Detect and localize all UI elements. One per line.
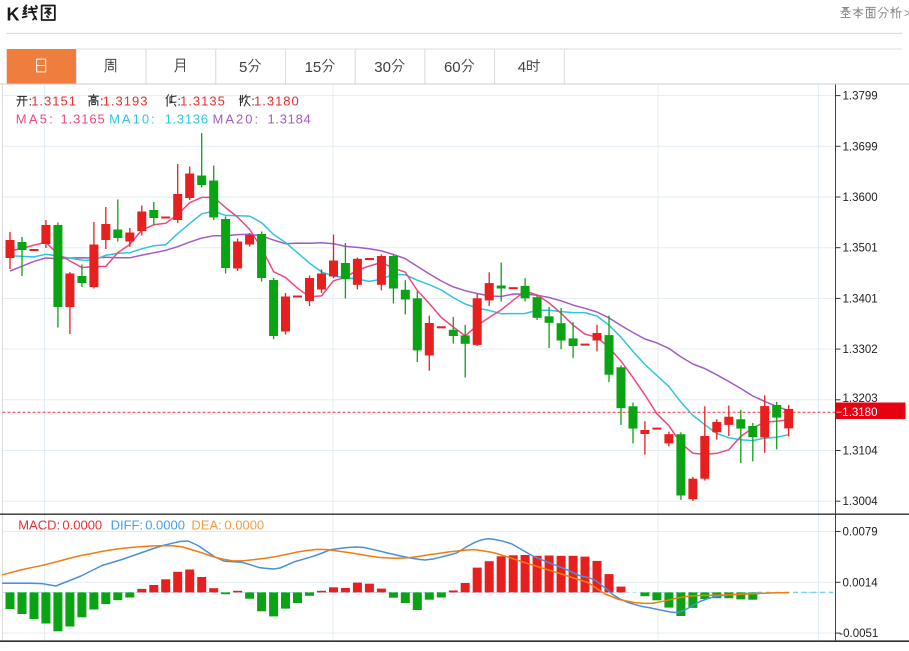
svg-text:1.3699: 1.3699 (843, 141, 878, 153)
svg-text:1.3136: 1.3136 (165, 112, 209, 127)
svg-text::: : (177, 94, 181, 109)
svg-text:1.3004: 1.3004 (843, 496, 879, 508)
svg-text:0.0000: 0.0000 (224, 518, 264, 533)
svg-text:1.3401: 1.3401 (843, 293, 878, 305)
svg-text:0: 0 (452, 59, 460, 76)
svg-text:1.3600: 1.3600 (843, 192, 878, 204)
svg-text:3: 3 (374, 59, 382, 76)
svg-text:0: 0 (383, 59, 391, 76)
svg-text:0.0079: 0.0079 (843, 527, 878, 539)
svg-text:0.0000: 0.0000 (62, 518, 102, 533)
svg-text:1: 1 (305, 59, 313, 76)
svg-text:MACD:: MACD: (18, 518, 60, 533)
svg-text:5: 5 (313, 59, 321, 76)
svg-text:0.0014: 0.0014 (843, 577, 879, 589)
svg-text:1.3184: 1.3184 (268, 112, 312, 127)
svg-text:K: K (7, 5, 20, 25)
svg-text:5: 5 (239, 59, 247, 76)
svg-text:0.0000: 0.0000 (145, 518, 185, 533)
svg-text::: : (100, 94, 104, 109)
svg-text:DEA:: DEA: (191, 518, 221, 533)
svg-text:>: > (904, 8, 909, 20)
svg-text:1.3203: 1.3203 (843, 393, 878, 405)
svg-text:4: 4 (518, 59, 526, 76)
svg-text:MA10:: MA10: (109, 112, 157, 127)
svg-text:-0.0051: -0.0051 (839, 628, 878, 640)
svg-text:1.3799: 1.3799 (843, 91, 878, 103)
svg-text:1.3501: 1.3501 (843, 243, 878, 255)
svg-text:1.3180: 1.3180 (842, 407, 877, 419)
svg-text:1.3302: 1.3302 (843, 344, 878, 356)
svg-text:DIFF:: DIFF: (111, 518, 144, 533)
svg-text:1.3151: 1.3151 (31, 94, 77, 109)
svg-text:1.3180: 1.3180 (254, 94, 300, 109)
svg-text:6: 6 (444, 59, 452, 76)
svg-text::: : (29, 94, 33, 109)
svg-text:1.3193: 1.3193 (103, 94, 149, 109)
svg-text:MA5:: MA5: (16, 112, 55, 127)
svg-text::: : (251, 94, 255, 109)
svg-text:MA20:: MA20: (213, 112, 261, 127)
svg-text:1.3135: 1.3135 (180, 94, 226, 109)
svg-text:1.3165: 1.3165 (61, 112, 106, 127)
svg-text:1.3104: 1.3104 (843, 446, 879, 458)
